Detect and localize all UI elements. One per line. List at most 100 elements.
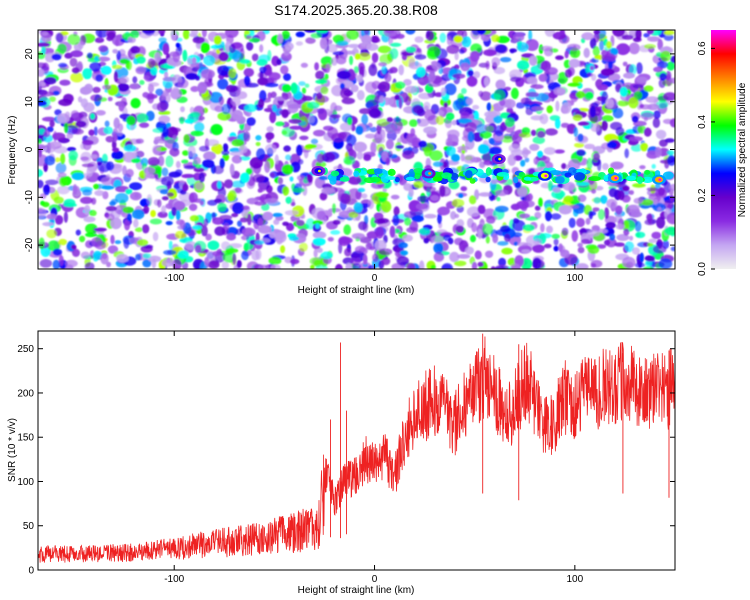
heatmap-cell: [416, 66, 426, 78]
heatmap-cell: [351, 124, 356, 132]
heatmap-cell: [243, 131, 251, 142]
heatmap-cell: [130, 158, 141, 163]
heatmap-cell: [460, 111, 470, 119]
heatmap-cell: [132, 76, 138, 84]
heatmap-cell: [147, 157, 160, 167]
heatmap-band-cell: [330, 170, 340, 177]
heatmap-cell: [614, 242, 625, 247]
heatmap-cell: [223, 222, 230, 231]
colorbar-ticks: 0.0 0.2 0.4 0.6: [697, 41, 715, 276]
heatmap-cell: [160, 64, 174, 69]
heatmap-cell: [55, 32, 64, 43]
heatmap-cell: [231, 180, 246, 188]
heatmap-cell: [52, 248, 63, 256]
heatmap-cell: [187, 57, 193, 66]
heatmap-cell: [203, 55, 216, 66]
heatmap-cell: [226, 233, 237, 241]
heatmap-cell: [494, 266, 506, 269]
heatmap-band-cell: [441, 172, 452, 180]
heatmap-cell: [217, 202, 227, 212]
heatmap-cell: [120, 76, 130, 84]
heatmap-cell: [640, 142, 649, 152]
heatmap-cell: [406, 133, 418, 144]
heatmap-cell: [593, 30, 601, 35]
heatmap-cell: [272, 212, 283, 218]
heatmap-cell: [492, 233, 499, 244]
heatmap-cell: [142, 253, 152, 259]
heatmap-cell: [656, 216, 666, 229]
heatmap-cell: [619, 86, 628, 98]
heatmap-cell: [190, 86, 200, 92]
heatmap-cell: [57, 185, 70, 195]
heatmap-y-tick-label: -10: [24, 190, 35, 205]
heatmap-cell: [647, 103, 660, 111]
heatmap-cell: [660, 50, 672, 62]
heatmap-cell: [191, 67, 200, 72]
heatmap-cell: [485, 250, 494, 258]
heatmap-cell: [577, 246, 585, 254]
heatmap-cell: [424, 39, 436, 44]
heatmap-band-cell: [523, 176, 532, 181]
heatmap-band-cell: [413, 168, 424, 174]
heatmap-cell: [190, 111, 201, 118]
heatmap-hotspot-core: [317, 169, 321, 173]
heatmap-cell: [265, 132, 275, 140]
heatmap-cell: [524, 157, 530, 163]
heatmap-cell: [528, 30, 533, 42]
heatmap-cell: [356, 151, 364, 160]
heatmap-cell: [217, 78, 229, 90]
heatmap-cell: [97, 56, 111, 62]
heatmap-band-cell: [636, 176, 644, 185]
heatmap-cell: [530, 129, 537, 136]
heatmap-cell: [653, 110, 661, 119]
heatmap-cell: [320, 56, 334, 66]
heatmap-cell: [152, 144, 162, 156]
heatmap-cell: [72, 184, 78, 195]
heatmap-cell: [577, 133, 584, 142]
heatmap-cell: [532, 257, 542, 269]
heatmap-cell: [291, 201, 296, 207]
heatmap-cell: [347, 117, 353, 126]
heatmap-cell: [402, 150, 415, 160]
heatmap-cell: [470, 43, 482, 54]
heatmap-cell: [530, 115, 544, 121]
colorbar-tick-label: 0.6: [697, 41, 708, 55]
heatmap-cell: [66, 147, 77, 152]
heatmap-cell: [156, 101, 168, 113]
heatmap-cell: [350, 256, 361, 266]
heatmap-cell: [453, 35, 463, 43]
heatmap-cell: [241, 205, 250, 211]
heatmap-cell: [45, 179, 59, 186]
heatmap-cell: [38, 68, 45, 77]
heatmap-cell: [80, 251, 90, 259]
heatmap-cell: [95, 30, 109, 38]
heatmap-cell: [259, 66, 267, 74]
heatmap-cell: [669, 183, 675, 192]
heatmap-cell: [84, 262, 95, 269]
heatmap-cell: [251, 249, 260, 261]
heatmap-cell: [646, 187, 659, 192]
heatmap-cell: [516, 242, 529, 247]
heatmap-cell: [336, 56, 347, 65]
heatmap-cell: [378, 62, 387, 67]
heatmap-cell: [283, 145, 291, 152]
heatmap-cell: [129, 84, 139, 90]
heatmap-cell: [387, 150, 393, 158]
heatmap-cell: [561, 227, 569, 236]
heatmap-cell: [615, 205, 623, 215]
heatmap-cell: [149, 218, 162, 225]
heatmap-cell: [285, 196, 292, 204]
heatmap-cell: [439, 185, 446, 197]
heatmap-cell: [165, 203, 175, 210]
heatmap-cell: [90, 154, 98, 159]
heatmap-cell: [258, 182, 267, 192]
heatmap-cell: [221, 261, 229, 269]
heatmap-cell: [259, 44, 264, 53]
heatmap-cell: [444, 83, 457, 96]
heatmap-cell: [447, 129, 460, 140]
heatmap-cell: [599, 39, 604, 51]
heatmap-cell: [601, 120, 608, 131]
heatmap-band-cell: [450, 172, 459, 181]
heatmap-cell: [573, 127, 578, 138]
heatmap-cell: [136, 56, 146, 64]
